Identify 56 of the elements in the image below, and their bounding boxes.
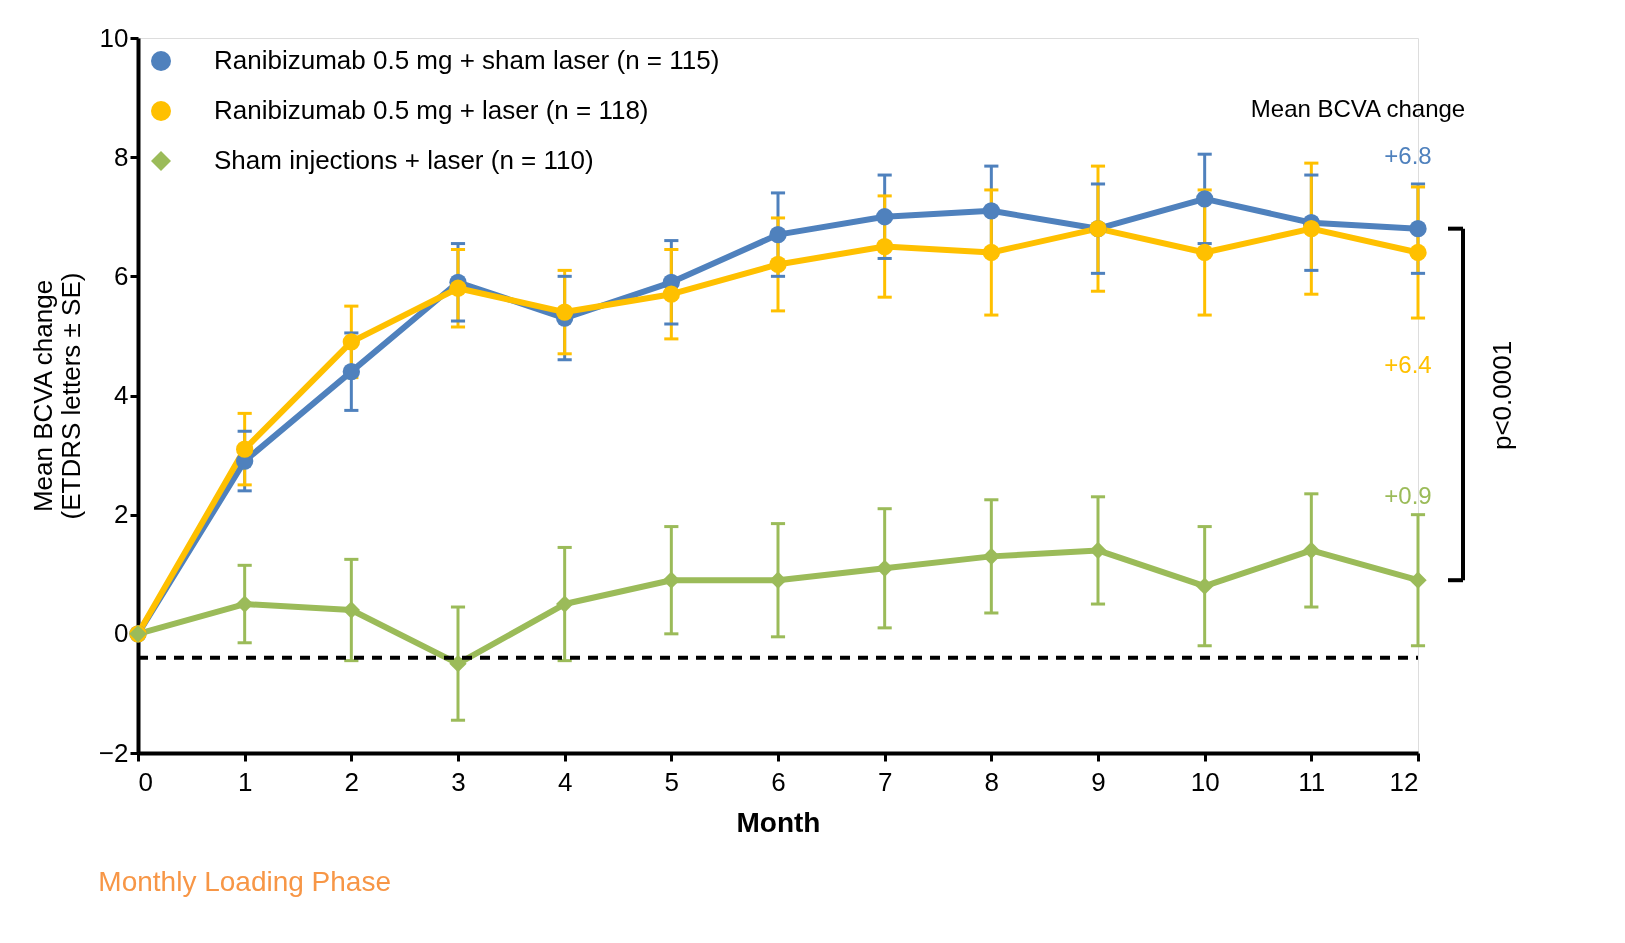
y-tick-label: 4 (114, 380, 129, 410)
point (876, 237, 894, 256)
y-tick-label: 10 (99, 22, 129, 53)
legend-label: Ranibizumab 0.5 mg + laser (n = 118) (214, 95, 649, 125)
point (1196, 243, 1214, 262)
point (342, 333, 360, 351)
point (982, 202, 1000, 220)
point (556, 303, 574, 321)
point (876, 559, 894, 577)
point (662, 571, 680, 589)
point (1196, 577, 1214, 595)
annotation: Mean BCVA change (1250, 94, 1466, 122)
point (876, 208, 894, 226)
x-tick-label: 7 (877, 766, 893, 797)
point (342, 363, 360, 381)
point (662, 285, 680, 303)
annotation: +0.9 (1384, 481, 1432, 509)
legend-label: Ranibizumab 0.5 mg + sham laser (n = 115) (214, 45, 720, 75)
x-axis-title: Month (736, 806, 821, 838)
point (449, 279, 467, 297)
legend-label: Sham injections + laser (n = 110) (214, 145, 594, 175)
point (1409, 243, 1427, 262)
point (1302, 541, 1320, 560)
x-tick-label: 12 (1389, 766, 1419, 797)
x-tick-label: 1 (237, 766, 253, 797)
x-tick-label: 0 (138, 766, 153, 797)
point (1409, 220, 1427, 238)
point (1196, 190, 1214, 208)
x-tick-label: 5 (664, 766, 680, 797)
x-tick-label: 9 (1091, 766, 1106, 797)
x-tick-label: 10 (1190, 766, 1220, 797)
annotation: +6.4 (1384, 350, 1432, 378)
point (1302, 220, 1320, 238)
point (556, 595, 574, 613)
annotation: +6.8 (1384, 142, 1432, 170)
y-tick-label: 0 (114, 618, 129, 649)
x-tick-label: 4 (557, 766, 573, 797)
y-axis-title: Mean BCVA change (ETDRS letters ± SE) (27, 272, 86, 520)
point (982, 243, 1000, 262)
x-tick-label: 2 (344, 766, 360, 797)
point (449, 654, 467, 673)
point (236, 440, 254, 458)
text: Monthly Loading Phase (98, 866, 391, 897)
x-tick-label: 11 (1298, 766, 1326, 797)
text: p<0.0001 (1487, 340, 1517, 451)
y-tick-label: −2 (98, 737, 129, 768)
point (769, 255, 787, 274)
y-tick-label: 2 (114, 499, 129, 530)
point (769, 225, 787, 244)
y-tick-label: 6 (114, 260, 129, 291)
x-tick-label: 8 (984, 766, 1000, 797)
x-tick-label: 3 (451, 766, 466, 797)
y-tick-label: 8 (114, 141, 129, 172)
point (1409, 571, 1427, 589)
x-tick-label: 6 (771, 766, 786, 797)
point (982, 547, 1000, 566)
